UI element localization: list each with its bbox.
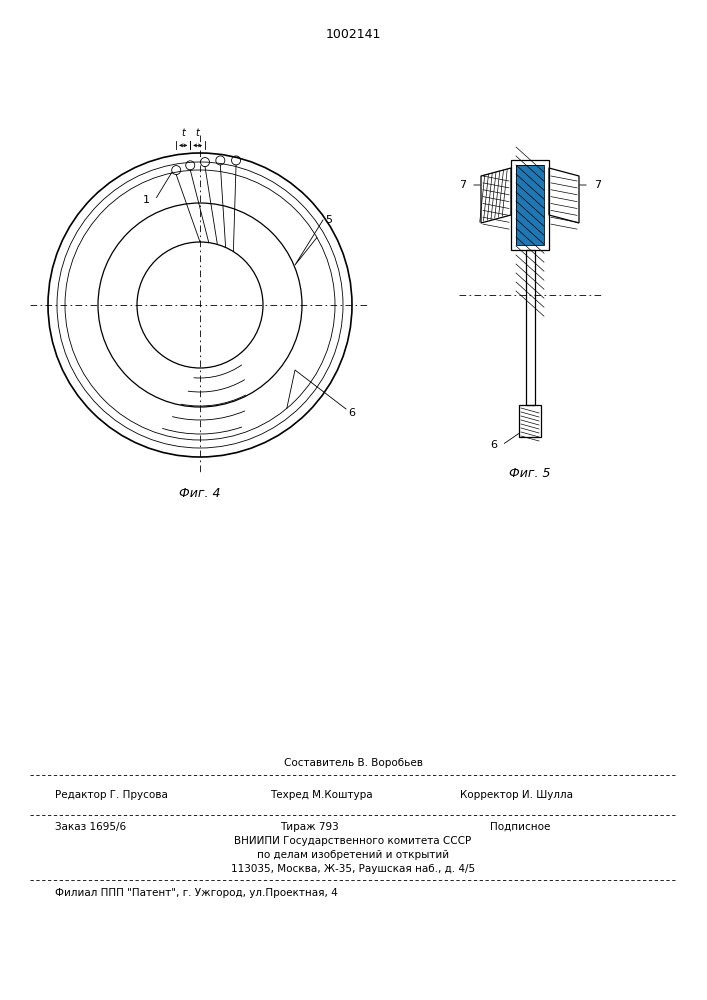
Text: Тираж 793: Тираж 793: [280, 822, 339, 832]
Text: 1002141: 1002141: [325, 28, 380, 41]
Text: 7: 7: [459, 180, 466, 190]
Bar: [516, 165, 544, 245]
Bar: [525, 250, 534, 405]
Text: t: t: [181, 128, 185, 138]
Text: Фиг. 4: Фиг. 4: [180, 487, 221, 500]
Text: Редактор Г. Прусова: Редактор Г. Прусова: [55, 790, 168, 800]
Text: Корректор И. Шулла: Корректор И. Шулла: [460, 790, 573, 800]
Text: 7: 7: [594, 180, 601, 190]
Text: по делам изобретений и открытий: по делам изобретений и открытий: [257, 850, 449, 860]
Text: Заказ 1695/6: Заказ 1695/6: [55, 822, 126, 832]
Text: Составитель В. Воробьев: Составитель В. Воробьев: [284, 758, 423, 768]
Bar: [519, 405, 541, 437]
Text: Филиал ППП "Патент", г. Ужгород, ул.Проектная, 4: Филиал ППП "Патент", г. Ужгород, ул.Прое…: [55, 888, 338, 898]
Bar: [511, 160, 549, 250]
Text: Подписное: Подписное: [490, 822, 550, 832]
Text: 113035, Москва, Ж-35, Раушская наб., д. 4/5: 113035, Москва, Ж-35, Раушская наб., д. …: [231, 864, 475, 874]
Text: Фиг. 5: Фиг. 5: [509, 467, 551, 480]
Text: 1: 1: [143, 195, 150, 205]
Text: 6: 6: [490, 440, 497, 450]
Text: 5: 5: [325, 215, 332, 225]
Text: 6: 6: [348, 408, 355, 418]
Text: t: t: [196, 128, 199, 138]
Text: ВНИИПИ Государственного комитета СССР: ВНИИПИ Государственного комитета СССР: [235, 836, 472, 846]
Bar: [516, 165, 544, 245]
Text: Техред М.Коштура: Техред М.Коштура: [270, 790, 373, 800]
